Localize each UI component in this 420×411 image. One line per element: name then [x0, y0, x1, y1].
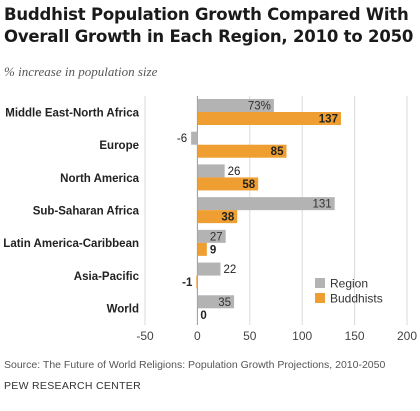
data-label-buddhists-2: 58	[242, 179, 255, 191]
data-label-region-2: 26	[228, 166, 241, 178]
category-label-3: Sub-Saharan Africa	[33, 206, 140, 218]
bar-buddhists-3	[197, 210, 238, 224]
data-label-region-5: 22	[223, 264, 236, 276]
data-label-buddhists-1: 85	[271, 146, 284, 158]
bar-buddhists-0	[197, 112, 341, 125]
data-label-buddhists-3: 38	[221, 212, 234, 224]
x-tick-label-2: 50	[243, 329, 257, 343]
data-label-buddhists-6: 0	[200, 310, 206, 322]
data-label-buddhists-4: 9	[210, 244, 216, 256]
bar-region-0	[197, 99, 274, 112]
bar-region-2	[197, 164, 225, 178]
category-label-6: World	[107, 304, 139, 316]
data-label-region-4: 27	[210, 231, 223, 243]
bar-region-4	[197, 229, 226, 243]
category-label-1: Europe	[99, 140, 139, 152]
bar-region-1	[191, 131, 198, 145]
bar-region-5	[197, 262, 221, 276]
legend-swatch-region	[315, 278, 325, 288]
data-label-region-6: 35	[218, 297, 231, 309]
bar-buddhists-2	[197, 177, 259, 191]
x-tick-label-5: 200	[397, 329, 417, 343]
bar-buddhists-1	[197, 144, 287, 158]
bar-region-6	[197, 295, 235, 309]
legend-label-buddhists: Buddhists	[330, 292, 383, 306]
bar-buddhists-4	[197, 242, 207, 256]
data-label-region-3: 131	[313, 199, 332, 211]
x-tick-label-4: 150	[345, 329, 365, 343]
data-label-region-0: 73%	[248, 101, 271, 113]
chart-title: Buddhist Population Growth Compared With…	[4, 5, 414, 46]
bar-region-3	[197, 197, 335, 211]
chart-subtitle: % increase in population size	[4, 64, 158, 79]
x-tick-label-1: 0	[194, 329, 201, 343]
bar-buddhists-5	[196, 275, 198, 289]
bar-chart: -50 0 50 100 150 200 Middle East-North Africa 7…	[3, 96, 417, 343]
data-label-buddhists-5: -1	[182, 277, 193, 289]
data-label-buddhists-0: 137	[319, 114, 338, 126]
source-note: Source: The Future of World Religions: P…	[4, 359, 386, 371]
category-label-4: Latin America-Caribbean	[3, 238, 139, 250]
x-tick-label-0: -50	[136, 329, 154, 343]
legend-label-region: Region	[330, 277, 368, 291]
category-label-2: North America	[60, 173, 139, 185]
category-label-5: Asia-Pacific	[74, 271, 140, 283]
legend-swatch-buddhists	[315, 293, 325, 303]
data-label-region-1: -6	[177, 133, 187, 145]
credit-line: PEW RESEARCH CENTER	[4, 380, 141, 392]
category-label-0: Middle East-North Africa	[5, 107, 139, 119]
x-tick-label-3: 100	[292, 329, 312, 343]
